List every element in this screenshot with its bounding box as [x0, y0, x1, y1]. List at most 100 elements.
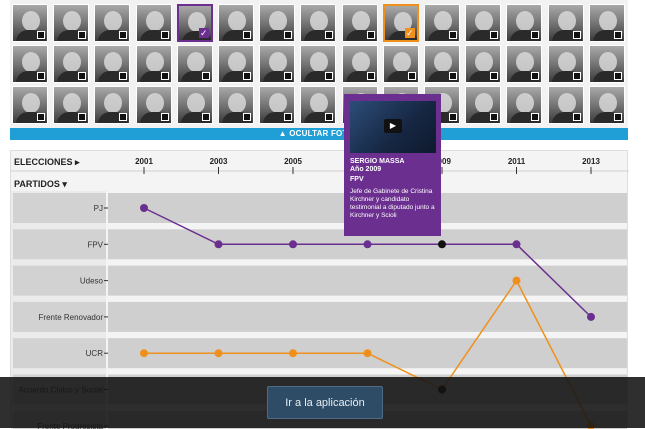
video-thumbnail[interactable]: ▶ [350, 101, 436, 153]
politician-photo[interactable] [94, 4, 131, 42]
politician-photo[interactable] [506, 86, 543, 124]
checkbox-icon[interactable] [531, 113, 540, 121]
politician-photo[interactable] [300, 86, 337, 124]
play-icon[interactable]: ▶ [384, 119, 402, 133]
politician-photo[interactable] [300, 45, 337, 83]
portrait-face [187, 12, 206, 32]
politician-photo[interactable] [588, 45, 625, 83]
checkbox-icon[interactable] [37, 113, 45, 121]
checkbox-icon[interactable] [160, 72, 169, 80]
checkbox-icon[interactable] [490, 113, 499, 121]
politician-photo[interactable] [218, 45, 254, 83]
politician-photo[interactable] [424, 45, 460, 83]
politician-photo[interactable]: ✓ [382, 4, 419, 42]
politician-photo[interactable] [341, 4, 378, 42]
checkbox-icon[interactable] [160, 113, 169, 121]
politician-photo[interactable] [547, 86, 584, 124]
row-band [108, 301, 627, 332]
checkbox-icon[interactable] [449, 31, 457, 39]
checkbox-icon[interactable] [284, 31, 293, 39]
politician-photo[interactable] [12, 4, 48, 42]
checkbox-icon[interactable] [572, 31, 581, 39]
politician-photo[interactable] [94, 86, 131, 124]
politician-photo[interactable] [465, 45, 502, 83]
politician-photo[interactable] [341, 45, 378, 83]
checkbox-icon[interactable] [325, 72, 334, 80]
open-app-button[interactable]: Ir a la aplicación [267, 386, 383, 419]
politician-photo[interactable] [259, 86, 296, 124]
politician-photo[interactable] [465, 86, 502, 124]
politician-photo[interactable] [53, 86, 90, 124]
politician-photo[interactable] [12, 86, 48, 124]
checkbox-icon[interactable] [325, 113, 334, 121]
checkbox-icon[interactable] [490, 72, 499, 80]
politician-photo[interactable] [547, 4, 584, 42]
checkbox-icon[interactable] [284, 113, 293, 121]
partidos-header[interactable]: PARTIDOS ▾ [14, 179, 67, 190]
checkbox-icon[interactable] [37, 31, 45, 39]
checkbox-icon[interactable] [119, 72, 128, 80]
checkbox-icon[interactable] [78, 31, 87, 39]
checkbox-icon[interactable] [243, 72, 251, 80]
checkbox-icon[interactable] [572, 72, 581, 80]
politician-photo[interactable] [135, 45, 172, 83]
checkbox-icon[interactable] [449, 72, 457, 80]
checkbox-icon[interactable] [613, 31, 622, 39]
checkbox-icon[interactable] [407, 72, 416, 80]
portrait-face [186, 93, 205, 113]
series-point [289, 349, 297, 358]
politician-photo[interactable] [588, 4, 625, 42]
politician-photo[interactable] [176, 86, 213, 124]
checkbox-icon[interactable] [119, 31, 128, 39]
checkbox-icon[interactable] [201, 72, 210, 80]
checkmark-icon[interactable]: ✓ [198, 28, 209, 38]
hide-photos-bar[interactable]: ▲ OCULTAR FOTOS [10, 128, 628, 140]
row-label-band [13, 265, 106, 296]
checkbox-icon[interactable] [531, 31, 540, 39]
checkmark-icon[interactable]: ✓ [404, 28, 415, 38]
politician-photo[interactable] [53, 4, 90, 42]
checkbox-icon[interactable] [243, 31, 251, 39]
politician-photo[interactable] [506, 4, 543, 42]
politician-photo[interactable] [547, 45, 584, 83]
checkbox-icon[interactable] [160, 31, 169, 39]
politician-photo[interactable] [135, 4, 172, 42]
checkbox-icon[interactable] [490, 31, 499, 39]
politician-photo[interactable] [218, 86, 254, 124]
politician-photo[interactable] [12, 45, 48, 83]
checkbox-icon[interactable] [572, 113, 581, 121]
series-point [363, 349, 372, 358]
checkbox-icon[interactable] [613, 113, 622, 121]
checkbox-icon[interactable] [531, 72, 540, 80]
politician-photo[interactable] [218, 4, 254, 42]
politician-photo[interactable] [94, 45, 131, 83]
checkbox-icon[interactable] [201, 113, 210, 121]
checkbox-icon[interactable] [366, 31, 375, 39]
checkbox-icon[interactable] [613, 72, 622, 80]
politician-photo[interactable] [259, 4, 296, 42]
series-point [512, 240, 521, 249]
checkbox-icon[interactable] [243, 113, 251, 121]
portrait-face [269, 11, 288, 31]
politician-photo[interactable]: ✓ [176, 4, 213, 42]
checkbox-icon[interactable] [78, 72, 87, 80]
politician-photo[interactable] [176, 45, 213, 83]
politician-photo[interactable] [135, 86, 172, 124]
checkbox-icon[interactable] [366, 72, 375, 80]
checkbox-icon[interactable] [78, 113, 87, 121]
politician-photo[interactable] [424, 4, 460, 42]
checkbox-icon[interactable] [284, 72, 293, 80]
politician-photo[interactable] [259, 45, 296, 83]
checkbox-icon[interactable] [119, 113, 128, 121]
politician-photo[interactable] [506, 45, 543, 83]
checkbox-icon[interactable] [449, 113, 457, 121]
politician-photo[interactable] [588, 86, 625, 124]
checkbox-icon[interactable] [325, 31, 334, 39]
portrait-face [186, 52, 205, 72]
politician-photo[interactable] [300, 4, 337, 42]
politician-photo[interactable] [465, 4, 502, 42]
checkbox-icon[interactable] [37, 72, 45, 80]
politician-photo[interactable] [382, 45, 419, 83]
politician-photo[interactable] [53, 45, 90, 83]
elecciones-header[interactable]: ELECCIONES ▸ [14, 157, 80, 168]
